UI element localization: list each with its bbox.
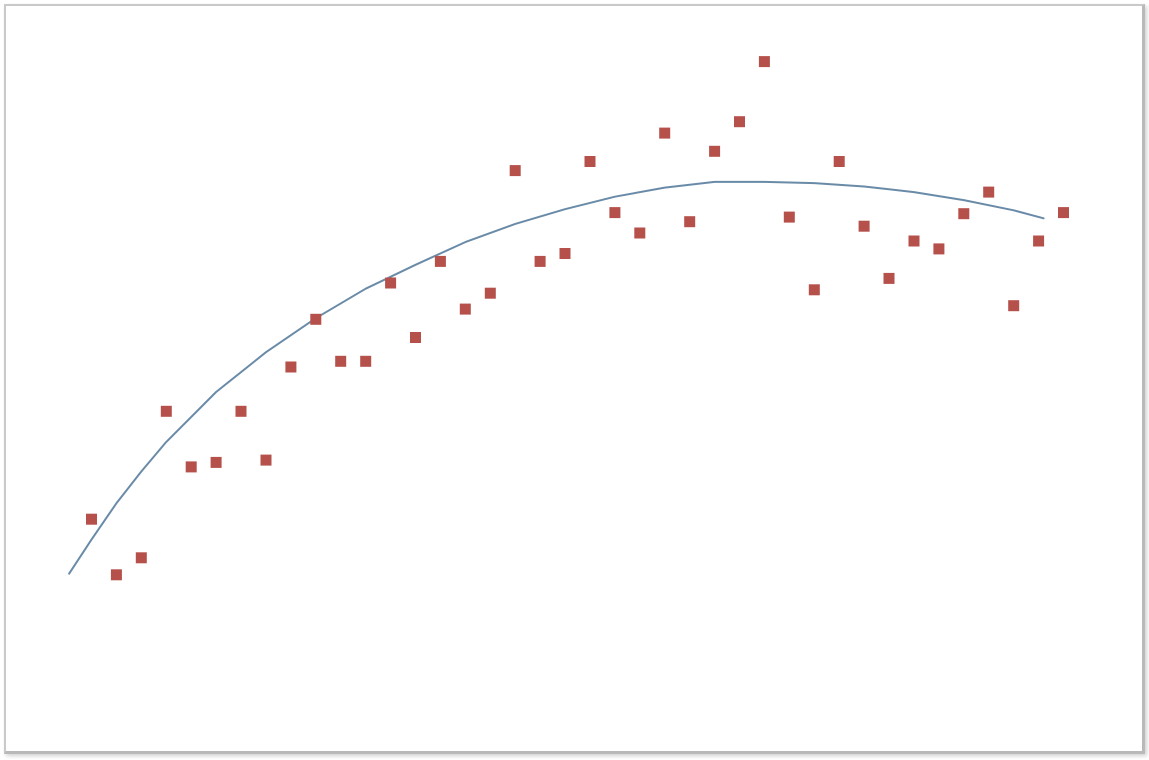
data-point [360, 355, 372, 367]
data-point [983, 186, 995, 198]
data-point [684, 216, 696, 228]
data-point [185, 461, 197, 473]
data-point [310, 313, 322, 325]
data-point [1008, 300, 1020, 312]
data-point [110, 569, 122, 581]
data-point [609, 207, 621, 219]
data-point [858, 220, 870, 232]
data-point [908, 235, 920, 247]
data-point [135, 552, 147, 564]
data-point [534, 255, 546, 267]
data-point [634, 227, 646, 239]
data-point [933, 243, 945, 255]
data-point [1058, 207, 1069, 219]
data-point [459, 303, 471, 315]
data-point [1033, 235, 1045, 247]
data-point [808, 284, 820, 296]
data-point [86, 513, 97, 525]
data-point [210, 456, 222, 468]
data-point [783, 211, 795, 223]
data-point [709, 145, 721, 157]
data-point [410, 332, 421, 343]
data-point [509, 165, 521, 177]
data-point [659, 127, 671, 139]
data-points-layer [86, 56, 1069, 581]
data-point [285, 361, 297, 373]
data-point [484, 287, 496, 299]
data-point [758, 56, 770, 68]
data-point [559, 248, 571, 259]
data-point [734, 116, 745, 128]
data-point [434, 255, 446, 267]
data-point [833, 156, 845, 167]
data-point [335, 355, 347, 367]
data-point [235, 405, 247, 417]
chart-frame [4, 4, 1145, 754]
data-point [958, 208, 970, 220]
data-point [260, 454, 272, 466]
data-point [584, 156, 596, 167]
fit-line-layer [68, 180, 1045, 575]
data-point [385, 277, 397, 289]
fit-line [68, 180, 1045, 575]
data-point [160, 405, 172, 417]
data-point [883, 272, 895, 284]
